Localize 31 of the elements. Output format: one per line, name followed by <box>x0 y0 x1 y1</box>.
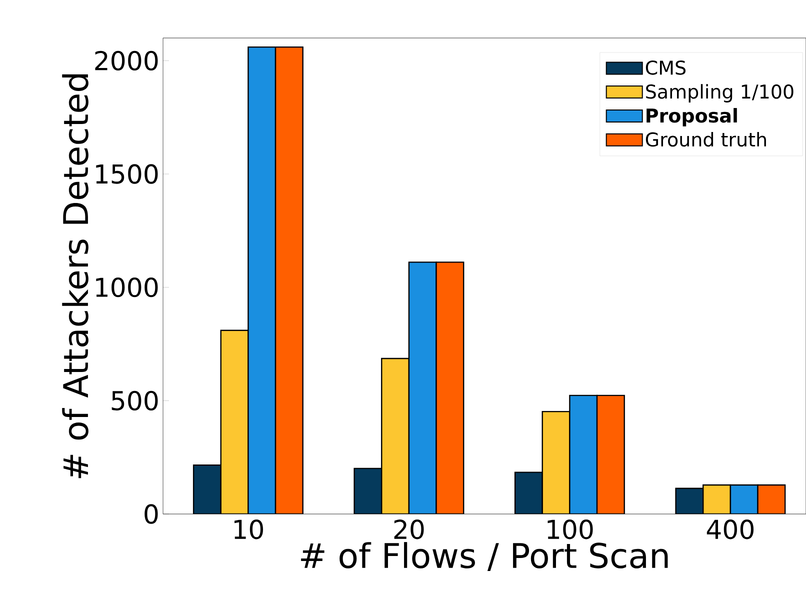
bar <box>730 484 758 514</box>
y-axis-title: # of Attackers Detected <box>62 74 88 478</box>
x-tick-label: 20 <box>394 520 424 540</box>
bar <box>276 47 303 514</box>
y-tick-label: 2000 <box>95 50 158 70</box>
bar <box>220 330 248 514</box>
x-tick-label: 400 <box>706 520 754 540</box>
y-tick-label: 1500 <box>96 164 158 184</box>
bar <box>597 395 624 514</box>
bar <box>570 395 598 514</box>
bar <box>354 468 382 514</box>
y-tick-label: 1000 <box>96 277 158 298</box>
bar <box>408 262 436 514</box>
bar <box>757 484 786 514</box>
legend-label: Ground truth <box>646 132 766 147</box>
x-tick-label: 10 <box>234 520 264 540</box>
x-axis-title: # of Flows / Port Scan <box>301 542 668 572</box>
x-tick-label: 100 <box>548 520 593 540</box>
bar <box>702 484 732 514</box>
bar <box>675 488 704 514</box>
y-tick-label: 0 <box>144 504 158 524</box>
bar <box>382 358 409 514</box>
bar <box>248 47 276 514</box>
bar <box>194 465 221 514</box>
bar <box>542 412 570 514</box>
legend-label: CMS <box>646 60 686 75</box>
legend-label: Sampling 1/100 <box>646 84 794 102</box>
bar <box>515 472 542 514</box>
legend-label: Proposal <box>646 108 737 126</box>
bar <box>436 262 464 514</box>
y-tick-label: 500 <box>112 390 158 410</box>
